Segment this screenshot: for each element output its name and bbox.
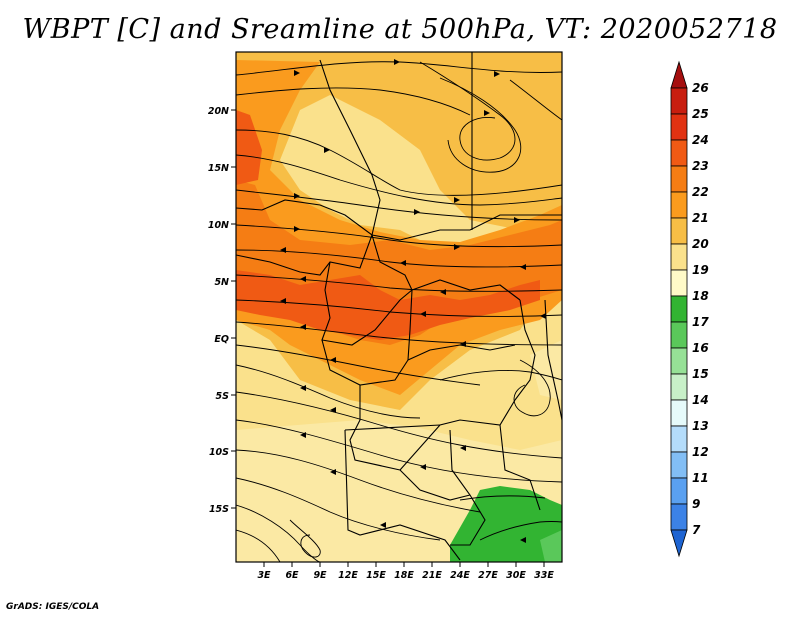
- colorbar-label-15: 15: [692, 367, 709, 381]
- wbpt-field-23-24: [236, 270, 540, 340]
- colorbar: 26 25 24 23 22 21 20 19 18 17 16 15 14 13 12 11 9 7: [670, 60, 709, 558]
- lon-tick-12e: 12E: [338, 570, 358, 581]
- lat-tick-10n: 10N: [208, 220, 229, 231]
- map-area: [236, 52, 562, 562]
- grads-credit: GrADS: IGES/COLA: [6, 602, 100, 612]
- colorbar-label-21: 21: [692, 211, 709, 225]
- colorbar-bin-10: [670, 321, 688, 349]
- colorbar-bin-12: [670, 373, 688, 401]
- axis-ticks: [231, 109, 545, 567]
- colorbar-label-12: 12: [692, 445, 709, 459]
- colorbar-label-19: 19: [692, 263, 709, 277]
- lon-tick-3e: 3E: [257, 570, 271, 581]
- colorbar-label-25: 25: [692, 107, 709, 121]
- colorbar-bin-4: [670, 165, 688, 193]
- colorbar-bin-7: [670, 243, 688, 271]
- colorbar-bin-3: [670, 139, 688, 167]
- lon-tick-33e: 33E: [534, 570, 554, 581]
- colorbar-label-16: 16: [692, 341, 709, 355]
- colorbar-bin-18: [670, 529, 688, 558]
- colorbar-bin-16: [670, 477, 688, 505]
- chart-title: WBPT [C] and Sreamline at 500hPa, VT: 20…: [22, 14, 778, 45]
- lon-tick-labels: 3E 6E 9E 12E 15E 18E 21E 24E 27E 30E 33E: [257, 570, 554, 581]
- colorbar-label-18: 18: [692, 289, 709, 303]
- lon-tick-15e: 15E: [366, 570, 386, 581]
- colorbar-bin-17: [670, 503, 688, 531]
- colorbar-bin-2: [670, 113, 688, 141]
- colorbar-label-24: 24: [692, 133, 709, 147]
- colorbar-bin-0: [670, 60, 688, 89]
- lat-tick-15s: 15S: [209, 504, 229, 515]
- country-boundaries: [236, 52, 562, 561]
- colorbar-bin-13: [670, 399, 688, 427]
- lat-tick-15n: 15N: [208, 163, 229, 174]
- lon-tick-18e: 18E: [394, 570, 414, 581]
- lat-tick-5s: 5S: [216, 391, 230, 402]
- lon-tick-27e: 27E: [478, 570, 498, 581]
- colorbar-bin-15: [670, 451, 688, 479]
- lon-tick-6e: 6E: [285, 570, 299, 581]
- colorbar-bin-14: [670, 425, 688, 453]
- lon-tick-24e: 24E: [450, 570, 470, 581]
- colorbar-label-9: 9: [692, 497, 700, 511]
- colorbar-label-26: 26: [692, 81, 709, 95]
- colorbar-bin-6: [670, 217, 688, 245]
- colorbar-label-22: 22: [692, 185, 709, 199]
- lat-tick-labels: 20N 15N 10N 5N EQ 5S 10S 15S: [208, 106, 229, 515]
- lat-tick-20n: 20N: [208, 106, 229, 117]
- streamline-arrows: [280, 59, 546, 543]
- colorbar-label-7: 7: [692, 523, 701, 537]
- wbpt-field-23-west: [236, 110, 262, 185]
- lon-tick-30e: 30E: [506, 570, 526, 581]
- colorbar-bin-11: [670, 347, 688, 375]
- colorbar-label-23: 23: [692, 159, 709, 173]
- lon-tick-21e: 21E: [422, 570, 442, 581]
- colorbar-label-11: 11: [692, 471, 709, 485]
- map-frame: [235, 51, 563, 563]
- colorbar-bin-5: [670, 191, 688, 219]
- wbpt-field-ne-patch: [530, 340, 562, 400]
- lat-tick-10s: 10S: [209, 447, 229, 458]
- lat-tick-eq: EQ: [214, 334, 229, 345]
- colorbar-bin-8: [670, 269, 688, 297]
- colorbar-label-14: 14: [692, 393, 709, 407]
- colorbar-label-13: 13: [692, 419, 709, 433]
- lon-tick-9e: 9E: [313, 570, 327, 581]
- streamlines: [236, 61, 562, 562]
- wbpt-field-17-18: [450, 486, 562, 562]
- lat-tick-5n: 5N: [214, 277, 229, 288]
- wbpt-field-16-17: [540, 530, 562, 562]
- colorbar-bin-1: [670, 87, 688, 115]
- colorbar-bin-9: [670, 295, 688, 323]
- colorbar-label-20: 20: [692, 237, 709, 251]
- colorbar-label-17: 17: [692, 315, 709, 329]
